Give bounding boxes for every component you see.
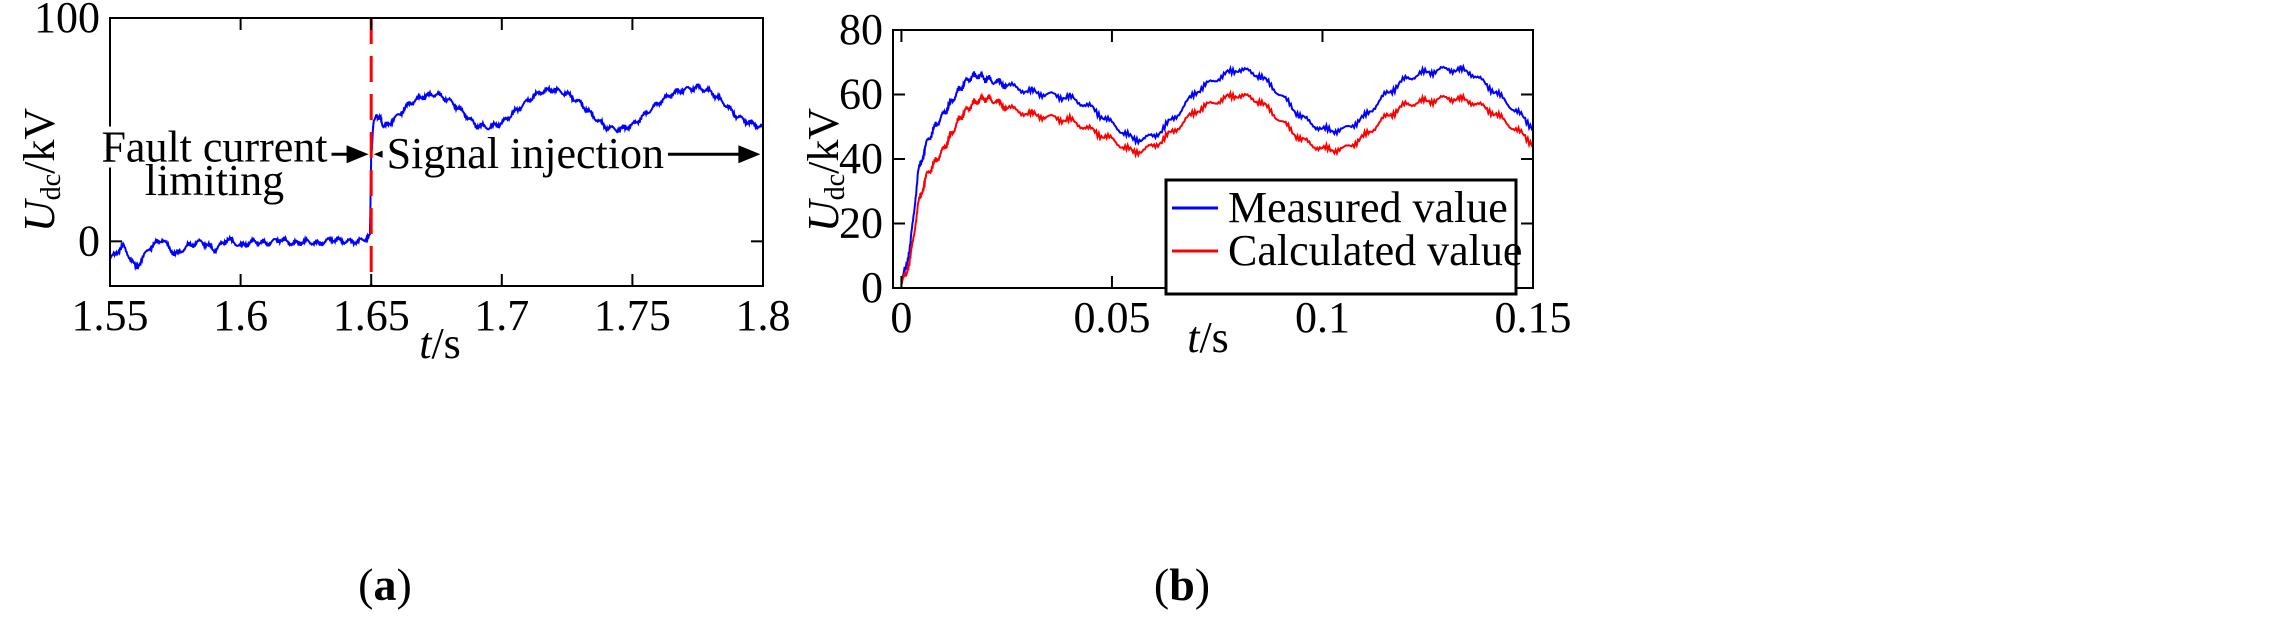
chart-a-ylabel-sub: dc [36, 174, 67, 200]
chart-b-ytick-label: 40 [839, 134, 883, 183]
chart-b-ytick-label: 60 [839, 70, 883, 119]
chart-a-panel-label: (a) [358, 559, 412, 610]
chart-a-annotation-background [382, 133, 669, 175]
chart-a-xtick-label: 1.65 [333, 291, 410, 340]
chart-a-xlabel-italic: t [419, 319, 433, 368]
chart-b-xlabel: t/s [1187, 313, 1229, 362]
chart-b-series-layer [900, 63, 1533, 286]
chart-a-ylabel-main: U [15, 197, 64, 232]
chart-a-annotation-fault-current: Fault current [101, 123, 327, 172]
chart-b-xlabel-italic: t [1187, 313, 1201, 362]
chart-a-annotation-limiting: limiting [145, 156, 284, 205]
chart-a-arrowhead-right [346, 145, 369, 164]
chart-b-ytick-label: 0 [861, 263, 883, 312]
chart-b-ytick-label: 80 [839, 5, 883, 54]
chart-b-xtick-label: 0 [890, 293, 912, 342]
chart-b-ylabel: Udc/kV [799, 108, 851, 232]
chart-b-panel-letter: b [1169, 559, 1195, 610]
chart-a-annotation-signal-injection: Signal injection [387, 129, 664, 178]
chart-b-legend-label-measured: Measured value [1228, 183, 1508, 232]
chart-b-series-line-2 [900, 89, 1533, 286]
chart-a-annotation-background [97, 126, 332, 168]
chart-a-xtick-label: 1.8 [736, 291, 791, 340]
chart-a-ytick-label: 0 [78, 216, 100, 265]
chart-a: 1.55 1.6 1.65 1.7 1.75 1.8 0 100 Udc/kV t/s Fau… [15, 0, 791, 610]
chart-a-xtick-label: 1.6 [213, 291, 268, 340]
chart-a-ylabel-rest: /kV [15, 108, 64, 174]
chart-b-panel-label: (b) [1154, 559, 1210, 610]
chart-b-xtick-label: 0.1 [1295, 293, 1350, 342]
chart-b-legend: Measured value Calculated value [1164, 178, 1522, 296]
chart-a-series-layer [110, 18, 763, 286]
chart-a-xtick-label: 1.55 [72, 291, 149, 340]
chart-a-panel-letter: a [374, 559, 397, 610]
chart-b-ytick-label: 20 [839, 199, 883, 248]
chart-a-xlabel-rest: /s [431, 319, 460, 368]
chart-a-xlabel: t/s [419, 319, 461, 368]
chart-a-arrowhead-right [738, 145, 761, 164]
chart-b-series-line-1 [900, 63, 1533, 285]
chart-b-xlabel-rest: /s [1199, 313, 1228, 362]
chart-b-legend-label-calculated: Calculated value [1228, 226, 1522, 275]
chart-a-xtick-label: 1.7 [474, 291, 529, 340]
chart-a-xtick-label: 1.75 [594, 291, 671, 340]
chart-a-ytick-label: 100 [34, 0, 100, 42]
chart-b-legend-box [1164, 178, 1518, 296]
chart-b-ylabel-sub: dc [820, 174, 851, 200]
chart-b-ylabel-rest: /kV [799, 108, 848, 174]
chart-b-xtick-label: 0.15 [1495, 293, 1572, 342]
chart-a-series-line-1 [110, 83, 763, 272]
chart-b-ylabel-main: U [799, 197, 848, 232]
chart-a-ylabel: Udc/kV [15, 108, 67, 232]
chart-a-ticks: 1.55 1.6 1.65 1.7 1.75 1.8 0 100 [34, 0, 791, 340]
chart-b-xtick-label: 0.05 [1073, 293, 1150, 342]
